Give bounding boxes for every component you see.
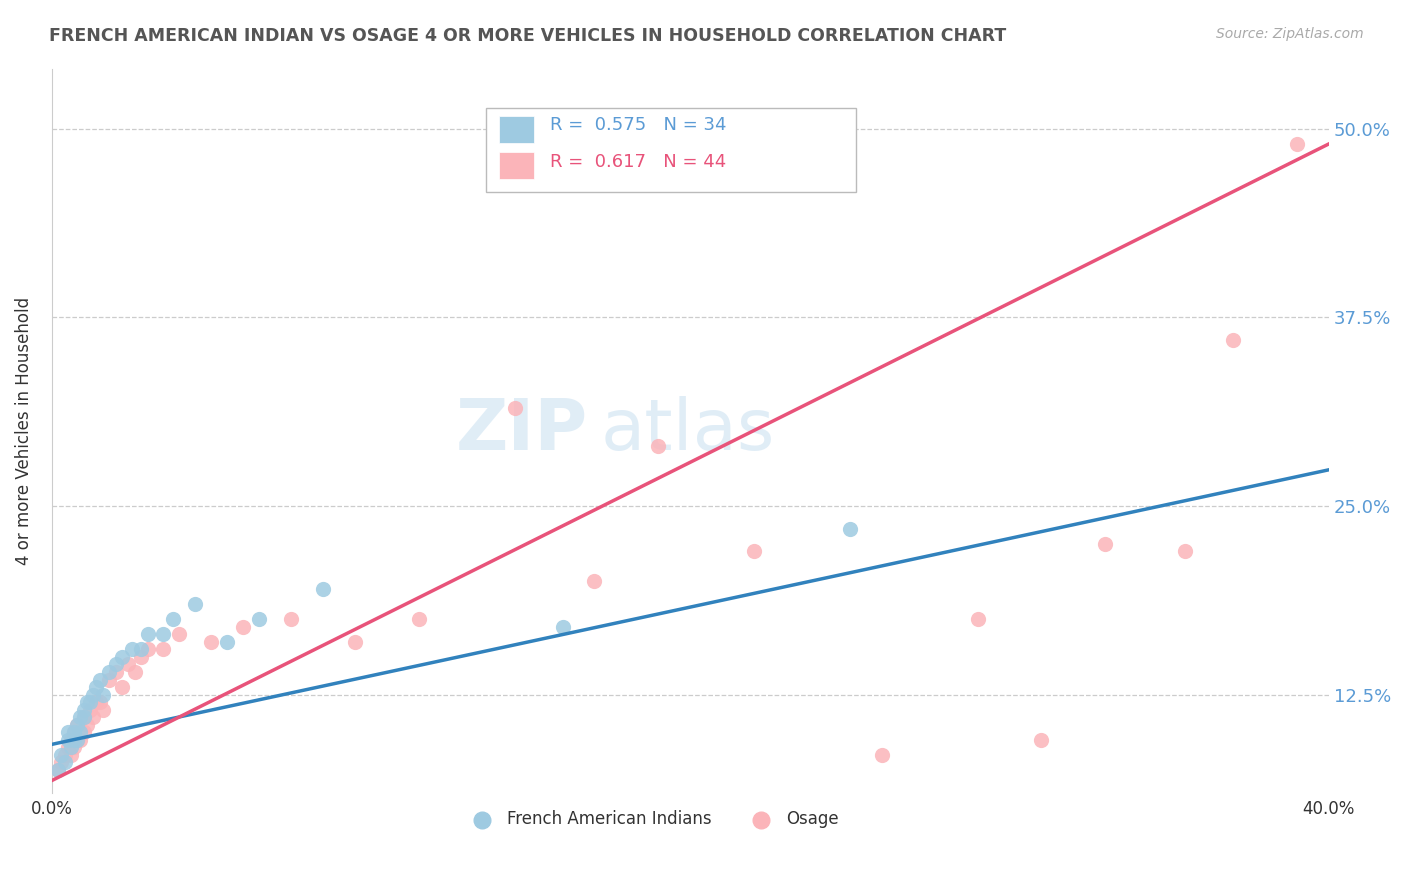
Point bbox=[129, 642, 152, 657]
Point bbox=[82, 710, 104, 724]
Text: ZIP: ZIP bbox=[456, 396, 588, 465]
Text: R =  0.575   N = 34: R = 0.575 N = 34 bbox=[550, 116, 727, 134]
Point bbox=[59, 740, 82, 755]
Point bbox=[89, 673, 111, 687]
Point bbox=[59, 732, 82, 747]
Point bbox=[111, 649, 134, 664]
Point bbox=[86, 695, 108, 709]
Point bbox=[63, 725, 86, 739]
Point bbox=[232, 620, 254, 634]
Point bbox=[63, 725, 86, 739]
Point bbox=[280, 612, 302, 626]
Point bbox=[91, 688, 114, 702]
Point bbox=[344, 634, 367, 648]
Text: 40.0%: 40.0% bbox=[1302, 800, 1355, 818]
Point bbox=[129, 649, 152, 664]
Point bbox=[200, 634, 222, 648]
Point bbox=[46, 763, 69, 777]
Point bbox=[82, 688, 104, 702]
Point bbox=[583, 574, 606, 589]
Point bbox=[1285, 136, 1308, 151]
Point bbox=[53, 747, 76, 762]
Point bbox=[56, 725, 79, 739]
Point bbox=[152, 642, 174, 657]
Point bbox=[136, 642, 159, 657]
Y-axis label: 4 or more Vehicles in Household: 4 or more Vehicles in Household bbox=[15, 296, 32, 565]
Point bbox=[66, 718, 89, 732]
Text: 0.0%: 0.0% bbox=[31, 800, 73, 818]
Text: R =  0.617   N = 44: R = 0.617 N = 44 bbox=[550, 153, 725, 171]
Point bbox=[408, 612, 430, 626]
Point bbox=[1031, 732, 1053, 747]
Point bbox=[312, 582, 335, 596]
Point bbox=[91, 703, 114, 717]
Point bbox=[69, 725, 91, 739]
FancyBboxPatch shape bbox=[499, 116, 534, 143]
Point bbox=[66, 732, 89, 747]
FancyBboxPatch shape bbox=[499, 152, 534, 179]
Point bbox=[217, 634, 239, 648]
Point bbox=[63, 732, 86, 747]
Point bbox=[104, 657, 127, 672]
Point bbox=[53, 756, 76, 770]
Point bbox=[124, 665, 146, 679]
Point bbox=[169, 627, 191, 641]
Point bbox=[152, 627, 174, 641]
Point bbox=[742, 544, 765, 558]
Point bbox=[1222, 333, 1244, 347]
Text: atlas: atlas bbox=[600, 396, 775, 465]
Point bbox=[1174, 544, 1197, 558]
Point bbox=[46, 763, 69, 777]
Point bbox=[551, 620, 574, 634]
Point bbox=[98, 673, 121, 687]
Point bbox=[66, 732, 89, 747]
Point bbox=[89, 695, 111, 709]
Point bbox=[56, 732, 79, 747]
Point bbox=[73, 703, 96, 717]
Point bbox=[59, 747, 82, 762]
Point bbox=[98, 665, 121, 679]
Point bbox=[51, 756, 73, 770]
Point bbox=[1094, 537, 1116, 551]
Point bbox=[647, 439, 669, 453]
Point bbox=[503, 401, 526, 415]
Point bbox=[86, 680, 108, 694]
Point bbox=[51, 747, 73, 762]
Point bbox=[76, 695, 98, 709]
Point bbox=[79, 695, 101, 709]
Text: Source: ZipAtlas.com: Source: ZipAtlas.com bbox=[1216, 27, 1364, 41]
Point bbox=[69, 732, 91, 747]
Point bbox=[966, 612, 988, 626]
Point bbox=[73, 710, 96, 724]
Point bbox=[73, 725, 96, 739]
Point bbox=[63, 740, 86, 755]
Point bbox=[838, 522, 860, 536]
Point bbox=[104, 665, 127, 679]
Point bbox=[247, 612, 270, 626]
Text: FRENCH AMERICAN INDIAN VS OSAGE 4 OR MORE VEHICLES IN HOUSEHOLD CORRELATION CHAR: FRENCH AMERICAN INDIAN VS OSAGE 4 OR MOR… bbox=[49, 27, 1007, 45]
Point bbox=[162, 612, 184, 626]
Point bbox=[136, 627, 159, 641]
Point bbox=[69, 710, 91, 724]
Point bbox=[76, 718, 98, 732]
Point bbox=[56, 740, 79, 755]
Point bbox=[184, 597, 207, 611]
Point bbox=[870, 747, 893, 762]
Point bbox=[117, 657, 139, 672]
FancyBboxPatch shape bbox=[486, 108, 856, 192]
Point bbox=[66, 718, 89, 732]
Point bbox=[73, 710, 96, 724]
Point bbox=[121, 642, 143, 657]
Point bbox=[79, 703, 101, 717]
Point bbox=[111, 680, 134, 694]
Legend: French American Indians, Osage: French American Indians, Osage bbox=[458, 804, 845, 835]
